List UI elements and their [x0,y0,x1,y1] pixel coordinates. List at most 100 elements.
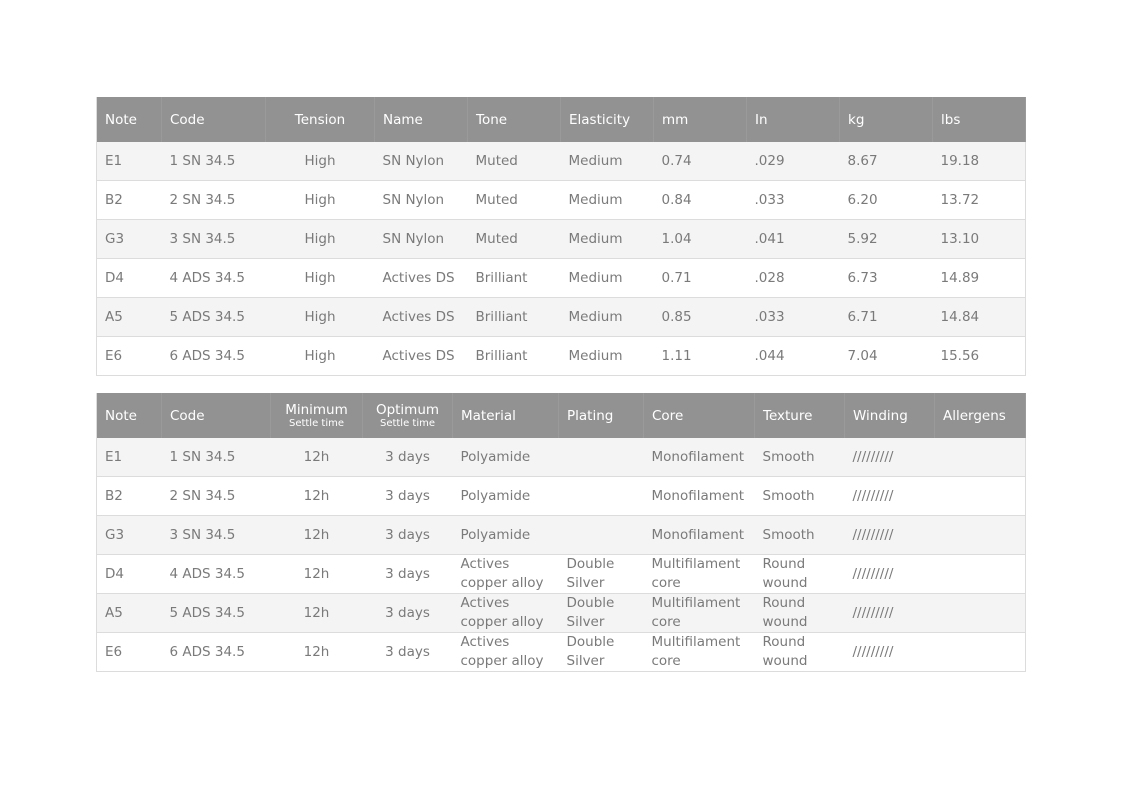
table-cell: 5 ADS 34.5 [161,593,271,633]
table-cell: Brilliant [467,258,561,298]
table-cell: Smooth [754,438,845,477]
table-cell: 1 SN 34.5 [161,438,271,477]
table-row: G3 3 SN 34.5 12h 3 days Polyamide Monofilamen… [96,515,1026,555]
table-cell: E6 [96,336,162,376]
table-cell [934,554,1026,594]
header-label: Texture [763,407,813,424]
column-header: Minimum Settle time [270,393,363,438]
header-label: Name [383,111,423,128]
table-row: D4 4 ADS 34.5 High Actives DS Brilliant Mediu… [96,258,1026,298]
header-label: Tension [294,111,346,128]
table-cell: Brilliant [467,297,561,337]
header-label: Core [652,407,684,424]
table-cell: 3 SN 34.5 [161,219,266,259]
column-header: In [746,97,840,142]
table-row: B2 2 SN 34.5 12h 3 days Polyamide Monofilamen… [96,476,1026,516]
table-cell: 6.20 [839,180,933,220]
table-cell: High [265,297,375,337]
header-sublabel: Settle time [288,417,345,429]
table-cell: Muted [467,219,561,259]
table-cell [934,515,1026,555]
column-header: Tension [265,97,375,142]
header-label: Code [170,407,205,424]
table-cell: 6 ADS 34.5 [161,336,266,376]
table-cell: 3 days [362,476,453,516]
table-cell: 14.84 [932,297,1026,337]
header-label: kg [848,111,865,128]
table-row: A5 5 ADS 34.5 High Actives DS Brilliant Mediu… [96,297,1026,337]
table-cell: Actives DS [374,336,468,376]
table-cell: High [265,336,375,376]
table-cell: Medium [560,258,654,298]
header-label: In [755,111,768,128]
table-cell: 1.04 [653,219,747,259]
header-label: lbs [941,111,961,128]
table-cell: 5 ADS 34.5 [161,297,266,337]
table-cell: 3 days [362,554,453,594]
header-row: Note Code Tension Name Tone Elasticity mm In kg l… [96,97,1026,142]
table-cell: Monofilament [643,476,755,516]
header-label: Winding [853,407,908,424]
table-cell: 1 SN 34.5 [161,142,266,181]
table-cell: B2 [96,476,162,516]
column-header: mm [653,97,747,142]
table-cell: Polyamide [452,515,559,555]
table-cell: 0.71 [653,258,747,298]
table-cell: Round wound [754,593,845,633]
header-label: Allergens [943,407,1006,424]
column-header: Material [452,393,559,438]
header-label: Minimum [285,401,348,418]
table-row: G3 3 SN 34.5 High SN Nylon Muted Medium 1.04.0… [96,219,1026,259]
table-cell: 4 ADS 34.5 [161,554,271,594]
column-header: Code [161,393,271,438]
table-cell: Muted [467,180,561,220]
table-cell: A5 [96,593,162,633]
table-cell: Polyamide [452,476,559,516]
table-cell: A5 [96,297,162,337]
table-cell: SN Nylon [374,219,468,259]
table-cell [558,476,644,516]
table-cell [934,438,1026,477]
header-label: Plating [567,407,614,424]
table-cell: .044 [746,336,840,376]
table-cell: 0.74 [653,142,747,181]
table-cell: Actives DS [374,258,468,298]
table-cell: Monofilament [643,438,755,477]
table-cell: 0.84 [653,180,747,220]
table-cell: High [265,219,375,259]
string-materials-table: Note Code Minimum Settle time Optimum Settle … [96,393,1026,672]
header-label: Code [170,111,205,128]
table-cell: Actives copper alloy [452,632,559,672]
table-cell: B2 [96,180,162,220]
table-cell: Medium [560,297,654,337]
table-cell: 2 SN 34.5 [161,476,271,516]
table-cell: 12h [270,632,363,672]
table-cell: 3 SN 34.5 [161,515,271,555]
table-cell: E1 [96,438,162,477]
header-row: Note Code Minimum Settle time Optimum Settle … [96,393,1026,438]
header-label: Elasticity [569,111,631,128]
table-cell: 0.85 [653,297,747,337]
table-cell: Multifilament core [643,632,755,672]
table-cell: 15.56 [932,336,1026,376]
header-label: Tone [476,111,508,128]
table-cell: High [265,180,375,220]
header-label: Note [105,407,137,424]
table-cell: 14.89 [932,258,1026,298]
column-header: kg [839,97,933,142]
table-cell: Medium [560,142,654,181]
table-cell: Medium [560,219,654,259]
table-cell: .033 [746,180,840,220]
table-cell: Medium [560,336,654,376]
table-cell: Double Silver [558,593,644,633]
table-cell: High [265,142,375,181]
table-cell: 19.18 [932,142,1026,181]
table-cell: ///////// [844,438,935,477]
table-cell: E1 [96,142,162,181]
table-cell: .033 [746,297,840,337]
header-sublabel: Settle time [379,417,436,429]
table-cell: Polyamide [452,438,559,477]
table-cell: SN Nylon [374,180,468,220]
column-header: lbs [932,97,1026,142]
table-cell: 12h [270,476,363,516]
